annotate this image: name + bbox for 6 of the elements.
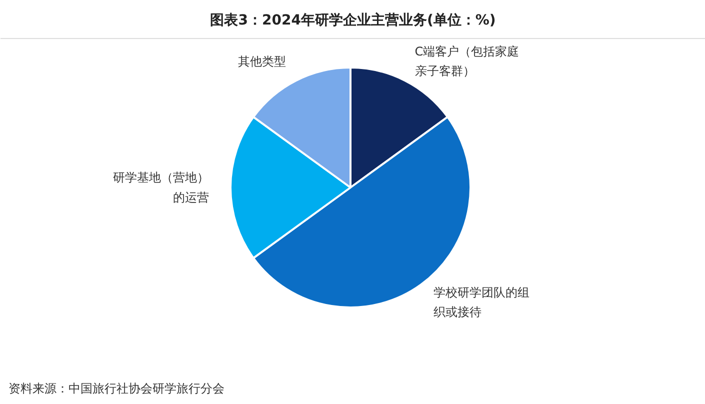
slice-label: C端客户（包括家庭亲子客群） (414, 44, 520, 78)
chart-title: 图表3：2024年研学企业主营业务(单位：%) (210, 12, 496, 28)
slice-label: 学校研学团队的组织或接待 (434, 285, 530, 319)
text: 资料来源：中国旅行社协会研学旅行分会 (8, 382, 224, 396)
slice-label: 其他类型 (238, 54, 286, 68)
slice-label: 研学基地（营地）的运营 (112, 170, 209, 204)
